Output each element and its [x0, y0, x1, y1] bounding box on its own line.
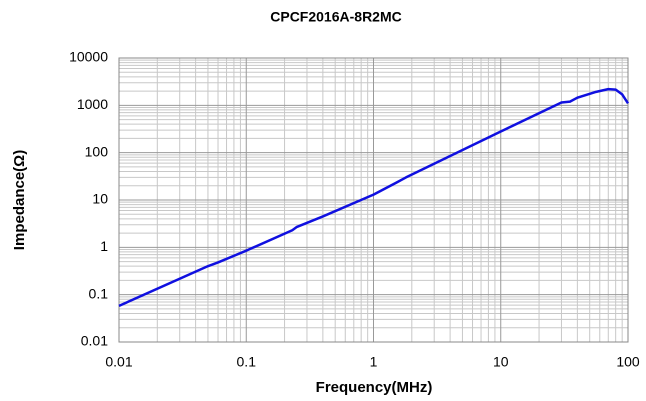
- x-tick-label: 0.01: [105, 354, 132, 370]
- y-tick-label: 1: [100, 238, 108, 254]
- y-tick-label: 100: [85, 143, 109, 159]
- x-tick-label: 1: [370, 354, 378, 370]
- chart-title: CPCF2016A-8R2MC: [270, 9, 401, 25]
- x-axis-label: Frequency(MHz): [316, 379, 433, 396]
- x-tick-label: 10: [493, 354, 509, 370]
- x-tick-label: 100: [616, 354, 640, 370]
- y-axis-label: Impedance(Ω): [11, 150, 28, 250]
- y-tick-label: 10000: [69, 49, 108, 65]
- y-tick-label: 0.1: [89, 285, 109, 301]
- y-tick-label: 1000: [77, 96, 108, 112]
- plot-border: [118, 57, 629, 343]
- y-tick-label: 10: [92, 191, 108, 207]
- y-tick-label: 0.01: [81, 333, 108, 349]
- impedance-line: [118, 87, 630, 308]
- x-tick-label: 0.1: [237, 354, 257, 370]
